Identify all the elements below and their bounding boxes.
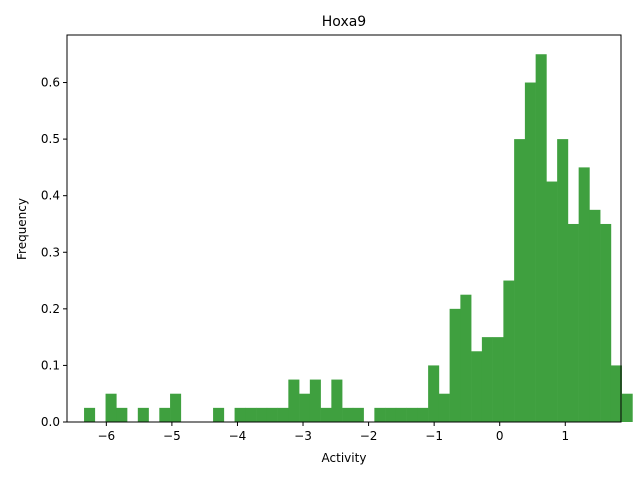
histogram-bar <box>471 351 483 422</box>
x-tick-label: −1 <box>425 429 443 443</box>
histogram-bar <box>417 407 429 422</box>
plot-frame <box>66 34 622 423</box>
histogram-bar <box>567 223 579 422</box>
histogram-bar <box>84 407 96 422</box>
histogram-bar <box>557 139 569 423</box>
histogram-bar <box>600 223 612 422</box>
histogram-bar <box>492 337 504 422</box>
histogram-bar <box>514 139 526 423</box>
histogram-bar <box>277 407 289 422</box>
x-tick-label: −6 <box>97 429 115 443</box>
x-tick-label: 0 <box>496 429 504 443</box>
x-tick-label: −4 <box>229 429 247 443</box>
histogram-bar <box>589 209 601 422</box>
histogram-bar <box>266 407 278 422</box>
histogram-bar <box>524 82 536 422</box>
histogram-bar <box>116 407 128 422</box>
histogram-bar <box>610 365 622 422</box>
histogram-bar <box>546 181 558 422</box>
y-tick-label: 0.4 <box>41 189 60 203</box>
histogram-bar <box>342 407 354 422</box>
histogram-bar <box>385 407 397 422</box>
histogram-bar <box>309 379 321 422</box>
histogram-bar <box>159 407 171 422</box>
y-tick-label: 0.0 <box>41 415 60 429</box>
histogram-bar <box>299 393 311 422</box>
y-axis-ticks: 0.0 0.1 0.2 0.3 0.4 0.5 0.6 <box>41 76 67 429</box>
histogram-bar <box>213 407 225 422</box>
histogram-bar <box>137 407 149 422</box>
histogram-bar <box>234 407 246 422</box>
histogram-bar <box>374 407 386 422</box>
bars-group <box>84 54 633 423</box>
histogram-bar <box>331 379 343 422</box>
histogram-bar <box>578 167 590 422</box>
histogram-bar <box>105 393 117 422</box>
x-tick-label: −3 <box>294 429 312 443</box>
histogram-bar <box>288 379 300 422</box>
y-tick-label: 0.3 <box>41 245 60 259</box>
histogram-bar <box>170 393 182 422</box>
histogram-bar <box>621 393 633 422</box>
x-tick-label: 1 <box>561 429 569 443</box>
y-axis-label: Frequency <box>15 198 29 260</box>
x-axis-label: Activity <box>322 451 367 465</box>
histogram-bar <box>438 393 450 422</box>
chart-title: Hoxa9 <box>322 14 366 30</box>
histogram-bar <box>395 407 407 422</box>
x-axis-ticks: −6 −5 −4 −3 −2 −1 0 1 <box>97 422 569 443</box>
y-tick-label: 0.6 <box>41 76 60 90</box>
histogram-bar <box>352 407 364 422</box>
x-tick-label: −2 <box>360 429 378 443</box>
histogram-bar <box>449 308 461 422</box>
histogram-bar <box>460 294 472 422</box>
histogram-bar <box>503 280 515 422</box>
histogram-bar <box>428 365 440 422</box>
y-tick-label: 0.5 <box>41 132 60 146</box>
histogram-bar <box>320 407 332 422</box>
histogram-bar <box>481 337 493 422</box>
y-tick-label: 0.1 <box>41 358 60 372</box>
x-tick-label: −5 <box>163 429 181 443</box>
histogram-bar <box>245 407 257 422</box>
y-tick-label: 0.2 <box>41 302 60 316</box>
histogram-bar <box>535 54 547 423</box>
histogram-bar <box>256 407 268 422</box>
histogram-bar <box>406 407 418 422</box>
